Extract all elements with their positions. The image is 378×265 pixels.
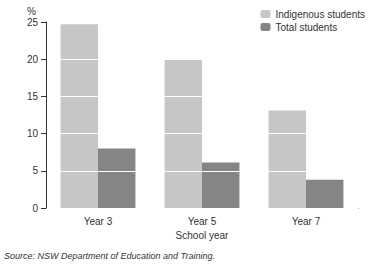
svg-text:15: 15 xyxy=(27,91,39,102)
svg-text:Year 3: Year 3 xyxy=(84,216,113,227)
svg-text:Year 7: Year 7 xyxy=(292,216,321,227)
svg-text:Indigenous students: Indigenous students xyxy=(275,9,365,20)
svg-text:20: 20 xyxy=(27,54,39,65)
svg-text:Total students: Total students xyxy=(275,22,337,33)
svg-text:Source: NSW Department of Educ: Source: NSW Department of Education and … xyxy=(4,251,215,261)
svg-text:10: 10 xyxy=(27,128,39,139)
svg-text:School year: School year xyxy=(176,230,229,241)
svg-text:Year 5: Year 5 xyxy=(188,216,217,227)
svg-text:25: 25 xyxy=(27,17,39,28)
svg-text:5: 5 xyxy=(32,165,38,176)
svg-text:%: % xyxy=(27,6,36,17)
svg-text:0: 0 xyxy=(32,203,38,214)
